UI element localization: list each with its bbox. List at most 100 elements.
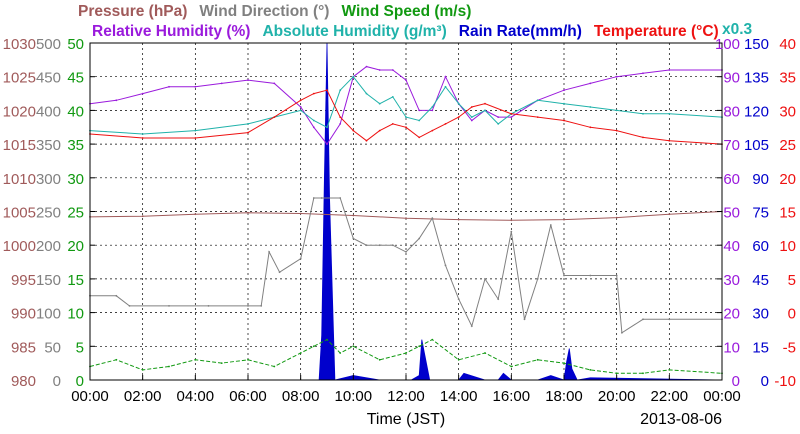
point-wind-speed-m-s (273, 365, 276, 368)
point-absolute-humidity-g-m (457, 102, 460, 105)
point-wind-direction (497, 298, 500, 300)
point-temperature-c (405, 126, 407, 129)
tick-label-rain-rate: 15 (752, 339, 769, 356)
point-wind-speed-m-s (642, 372, 644, 375)
tick-label-humidity: 40 (723, 238, 740, 255)
tick-label-wind-speed: 50 (67, 36, 84, 53)
tick-label-wind-direction: 200 (36, 238, 61, 255)
point-temperature-c (510, 112, 513, 115)
legend-item-wind-direction: Wind Direction (°) (199, 3, 329, 20)
tick-label-wind-speed: 20 (67, 238, 84, 255)
point-temperature-c (141, 137, 144, 139)
point-absolute-humidity-g-m (668, 112, 671, 115)
point-relative-humidity (418, 109, 421, 112)
tick-label-humidity: 20 (723, 306, 740, 323)
point-wind-speed-m-s (510, 365, 513, 368)
tick-label-pressure: 980 (11, 373, 36, 390)
point-wind-direction (278, 271, 281, 274)
point-wind-speed-m-s (457, 358, 460, 361)
point-wind-speed-m-s (431, 338, 434, 341)
tick-label-pressure: 1005 (3, 205, 36, 222)
legend-row-1: Pressure (hPa) Wind Direction (°) Wind Spe… (78, 3, 471, 20)
point-absolute-humidity-g-m (615, 109, 618, 112)
point-pressure-hpa (352, 214, 355, 217)
point-temperature-c (457, 116, 460, 118)
point-absolute-humidity-g-m (365, 92, 368, 95)
point-temperature-c (536, 116, 539, 118)
point-relative-humidity (589, 82, 592, 85)
point-pressure-hpa (457, 218, 460, 221)
point-relative-humidity (168, 85, 170, 88)
point-absolute-humidity-g-m (247, 123, 249, 125)
x-tick-label: 08:00 (282, 388, 320, 405)
tick-label-wind-speed: 35 (67, 137, 84, 154)
tick-label-humidity: 10 (723, 339, 740, 356)
x-tick-label: 22:00 (651, 388, 689, 405)
point-temperature-c (484, 102, 486, 105)
tick-label-rain-rate: 150 (744, 36, 769, 53)
legend-row-2: Relative Humidity (%) Absolute Humidity (… (92, 23, 719, 40)
tick-label-wind-speed: 30 (67, 171, 84, 188)
point-absolute-humidity-g-m (642, 112, 644, 115)
tick-label-rain-rate: 30 (752, 306, 769, 323)
point-wind-direction (431, 217, 434, 220)
point-wind-speed-m-s (339, 352, 342, 354)
tick-label-temperature: 40 (779, 36, 796, 53)
legend-item-absolute-humidity-g-m: Absolute Humidity (g/m³) (262, 23, 446, 40)
tick-label-humidity: 30 (723, 272, 740, 289)
point-wind-speed-m-s (115, 358, 118, 361)
point-wind-speed-m-s (312, 345, 315, 348)
point-wind-speed-m-s (405, 352, 407, 354)
tick-label-wind-direction: 350 (36, 137, 61, 154)
point-temperature-c (352, 129, 355, 132)
point-absolute-humidity-g-m (431, 106, 434, 108)
tick-label-wind-direction: 50 (44, 339, 61, 356)
tick-label-rain-rate: 0 (761, 373, 769, 390)
point-pressure-hpa (615, 216, 618, 219)
x-tick-label: 00:00 (703, 388, 741, 405)
tick-label-pressure: 1020 (3, 103, 36, 120)
x-tick-label: 12:00 (387, 388, 425, 405)
point-temperature-c (431, 129, 434, 132)
chart-date: 2013-08-06 (640, 411, 722, 428)
tick-label-humidity: 50 (723, 205, 740, 222)
point-pressure-hpa (405, 217, 407, 220)
tick-label-rain-rate: 105 (744, 137, 769, 154)
point-relative-humidity (115, 99, 118, 102)
point-absolute-humidity-g-m (470, 116, 473, 118)
point-relative-humidity (220, 82, 223, 85)
point-wind-speed-m-s (168, 365, 170, 368)
point-wind-direction (365, 244, 368, 247)
tick-label-pressure: 1025 (3, 70, 36, 87)
point-temperature-c (563, 119, 565, 122)
point-pressure-hpa (299, 212, 302, 215)
point-relative-humidity (470, 119, 473, 122)
series-rain-rate-mm-h (248, 42, 723, 381)
point-temperature-c (326, 89, 328, 92)
point-wind-direction (247, 305, 249, 307)
point-wind-speed-m-s (536, 358, 539, 361)
point-wind-direction (312, 197, 315, 199)
point-absolute-humidity-g-m (326, 126, 328, 129)
point-absolute-humidity-g-m (352, 75, 355, 78)
point-absolute-humidity-g-m (418, 119, 421, 122)
point-relative-humidity (642, 72, 644, 75)
point-wind-direction (549, 224, 552, 226)
point-wind-direction (405, 251, 407, 253)
tick-label-temperature: 15 (779, 205, 796, 222)
point-wind-speed-m-s (378, 358, 381, 361)
point-relative-humidity (299, 106, 302, 108)
point-temperature-c (391, 123, 394, 125)
tick-label-pressure: 1030 (3, 36, 36, 53)
series-temperature-c (89, 89, 723, 145)
point-temperature-c (365, 139, 368, 142)
point-relative-humidity (668, 69, 671, 71)
tick-label-temperature: 0 (788, 306, 796, 323)
x-tick-label: 00:00 (71, 388, 109, 405)
point-relative-humidity (391, 69, 394, 71)
point-relative-humidity (405, 79, 407, 81)
point-wind-direction (621, 331, 623, 334)
point-temperature-c (642, 136, 644, 139)
x-tick-label: 18:00 (545, 388, 583, 405)
point-temperature-c (339, 116, 342, 118)
